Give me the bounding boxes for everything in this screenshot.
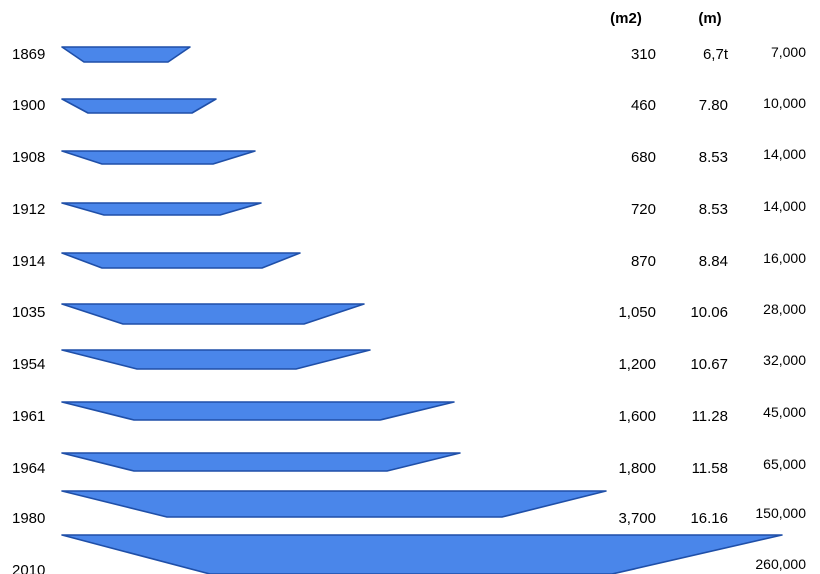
cross-section-shape [61, 98, 217, 114]
cross-section-shape [61, 349, 371, 370]
cross-section-shape [61, 150, 256, 165]
area-unit-header: (m2) [610, 10, 642, 27]
depth-value: 16.16 [690, 510, 728, 527]
depth-value: 10.67 [690, 356, 728, 373]
area-value: 720 [631, 201, 656, 218]
row-1961: 1961 1,600 11.28 45,000 [12, 401, 806, 425]
cross-section-shape [61, 202, 262, 216]
year-label: 1908 [12, 149, 45, 166]
rows-group: 1869 310 6,7t 7,000 1900 460 7.80 10,000 1908 680… [12, 44, 806, 574]
depth-value: 10.06 [690, 304, 728, 321]
year-label: 2010 [12, 562, 45, 574]
capacity-value: 16,000 [763, 250, 806, 266]
year-label: 1954 [12, 356, 45, 373]
area-value: 1,800 [618, 460, 656, 477]
depth-value: 11.58 [692, 460, 728, 477]
cross-section-shape [61, 46, 191, 63]
capacity-value: 7,000 [771, 44, 806, 60]
depth-value: 6,7t [703, 46, 729, 63]
row-1954: 1954 1,200 10.67 32,000 [12, 349, 806, 373]
row-1035: 1035 1,050 10.06 28,000 [12, 301, 806, 325]
area-value: 460 [631, 97, 656, 114]
year-label: 1869 [12, 46, 45, 63]
area-value: 680 [631, 149, 656, 166]
depth-value: 7.80 [699, 97, 728, 114]
year-label: 1964 [12, 460, 45, 477]
row-1908: 1908 680 8.53 14,000 [12, 146, 806, 166]
depth-value: 11.28 [692, 408, 728, 425]
row-1869: 1869 310 6,7t 7,000 [12, 44, 806, 63]
area-value: 310 [631, 46, 656, 63]
capacity-value: 260,000 [755, 556, 806, 572]
cross-section-shape [61, 534, 783, 574]
depth-value: 8.53 [699, 201, 728, 218]
capacity-value: 14,000 [763, 146, 806, 162]
row-1914: 1914 870 8.84 16,000 [12, 250, 806, 270]
row-1964: 1964 1,800 11.58 65,000 [12, 452, 806, 477]
capacity-value: 10,000 [763, 95, 806, 111]
area-value: 1,600 [618, 408, 656, 425]
area-value: 3,700 [618, 510, 656, 527]
row-2010: 2010 260,000 [12, 534, 806, 574]
capacity-value: 28,000 [763, 301, 806, 317]
cross-section-shape [61, 303, 365, 325]
depth-unit-header: (m) [698, 10, 721, 27]
cross-section-shape [61, 490, 607, 518]
year-label: 1980 [12, 510, 45, 527]
year-label: 1912 [12, 201, 45, 218]
row-1912: 1912 720 8.53 14,000 [12, 198, 806, 218]
capacity-value: 65,000 [763, 456, 806, 472]
depth-value: 8.53 [699, 149, 728, 166]
area-value: 1,200 [618, 356, 656, 373]
row-1900: 1900 460 7.80 10,000 [12, 95, 806, 114]
year-label: 1035 [12, 304, 45, 321]
year-label: 1961 [12, 408, 45, 425]
depth-value: 8.84 [699, 253, 728, 270]
year-label: 1900 [12, 97, 45, 114]
capacity-value: 150,000 [755, 505, 806, 521]
capacity-value: 14,000 [763, 198, 806, 214]
year-label: 1914 [12, 253, 45, 270]
row-1980: 1980 3,700 16.16 150,000 [12, 490, 806, 527]
area-value: 870 [631, 253, 656, 270]
cross-section-shape [61, 401, 455, 421]
cross-section-shape [61, 452, 461, 472]
area-value: 1,050 [618, 304, 656, 321]
capacity-value: 32,000 [763, 352, 806, 368]
capacity-value: 45,000 [763, 404, 806, 420]
cross-section-shape [61, 252, 301, 269]
